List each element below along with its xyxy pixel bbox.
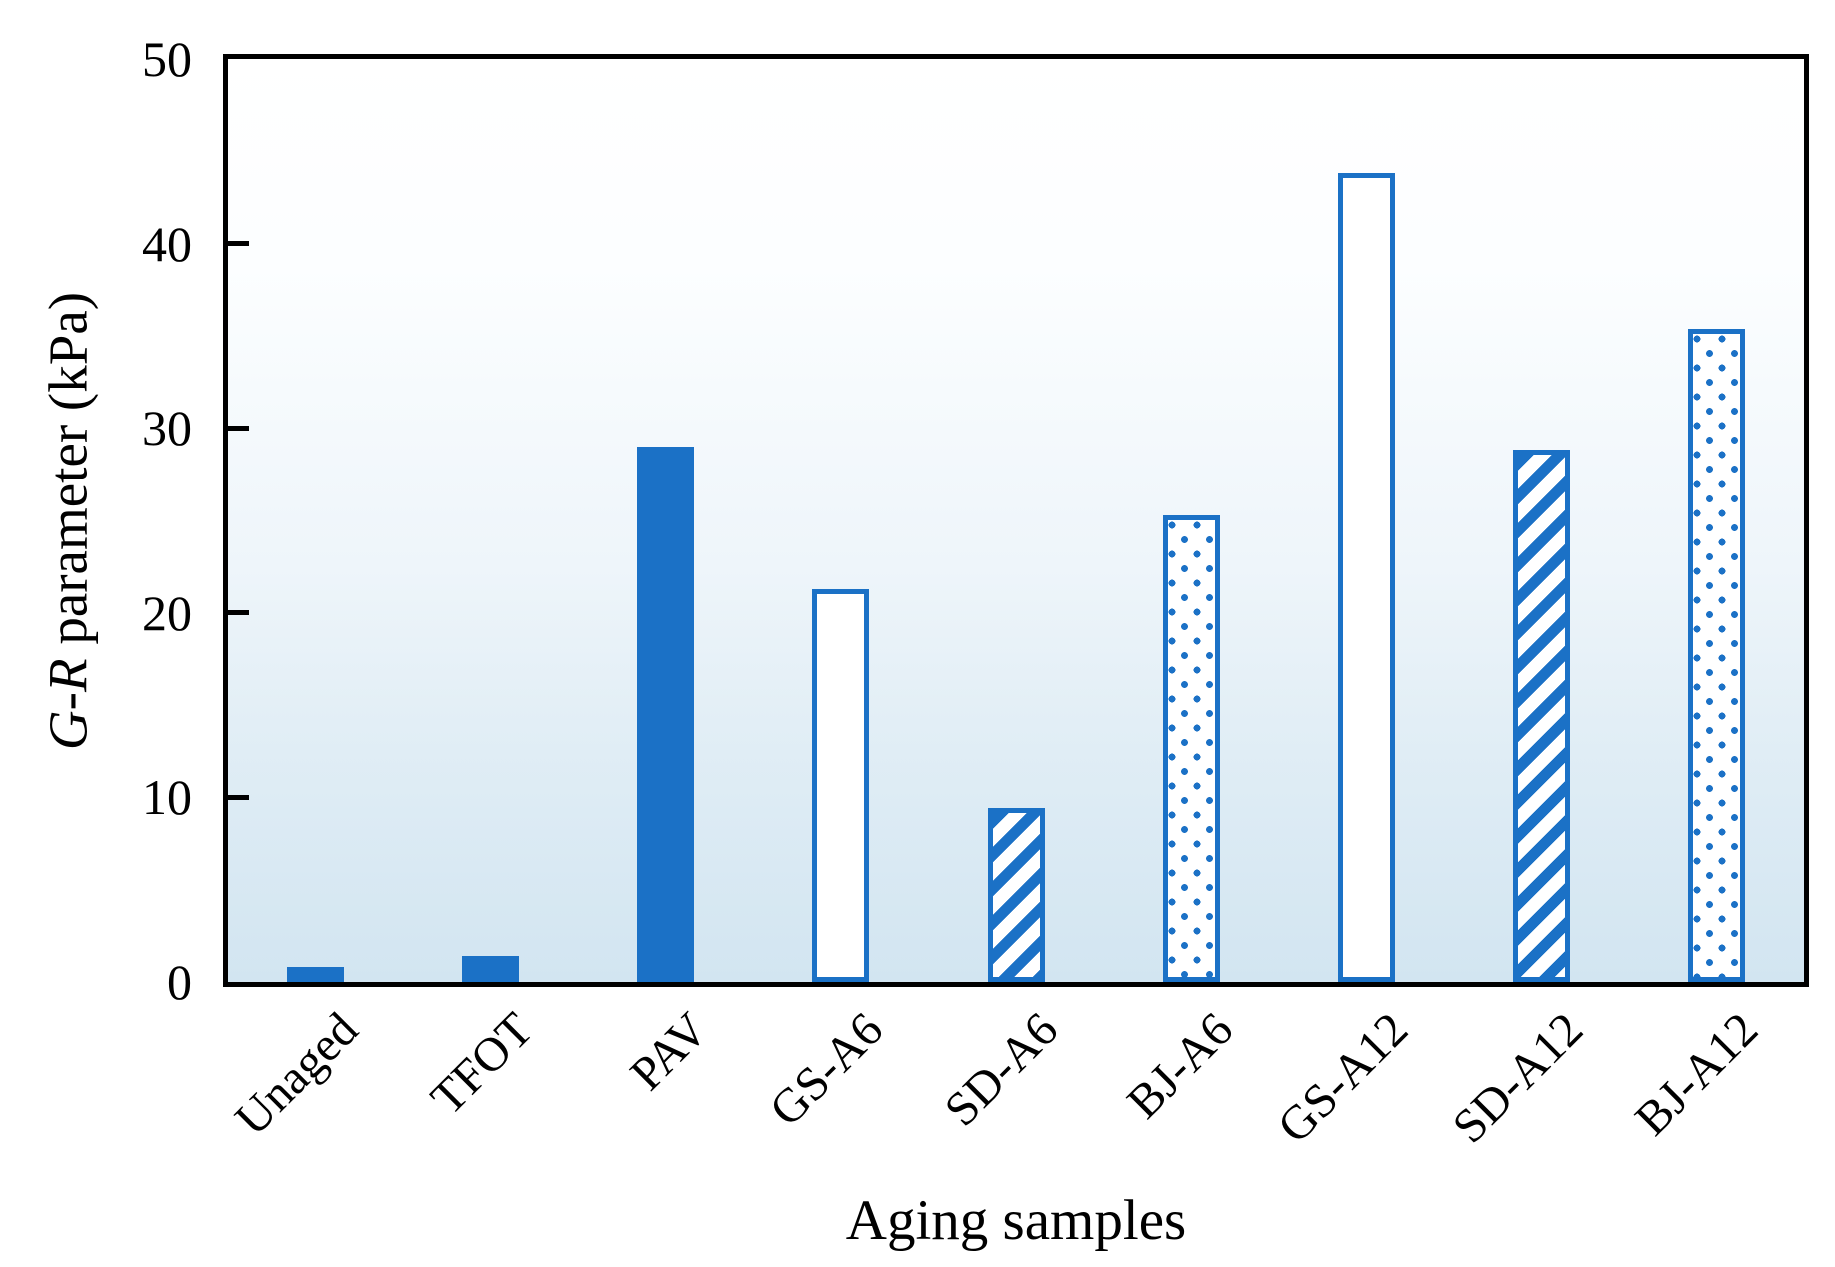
y-tick-mark-40 (228, 241, 249, 247)
y-tick-label-20: 20 (142, 584, 192, 641)
bar-sd-a12 (1512, 450, 1570, 982)
y-tick-label-50: 50 (142, 31, 192, 87)
bar-unaged (287, 967, 345, 982)
y-tick-label-40: 40 (142, 215, 192, 272)
x-tick-label-sd-a12: SD-A12 (1442, 1002, 1594, 1154)
bar-pav (637, 447, 695, 982)
x-tick-label-bj-a6: BJ-A6 (1117, 1002, 1244, 1129)
y-tick-mark-20 (228, 610, 249, 616)
x-tick-label-bj-a12: BJ-A12 (1625, 1002, 1769, 1146)
x-tick-label-unaged: Unaged (224, 1002, 368, 1146)
y-tick-label-0: 0 (167, 954, 192, 1010)
x-tick-label-gs-a6: GS-A6 (759, 1002, 894, 1137)
bar-sd-a6 (987, 808, 1045, 982)
x-tick-label-sd-a6: SD-A6 (934, 1002, 1069, 1137)
x-tick-label-pav: PAV (620, 1002, 718, 1101)
plot-area (223, 54, 1809, 987)
y-tick-label-30: 30 (142, 400, 192, 457)
bar-gs-a12 (1337, 173, 1395, 982)
x-axis-title: Aging samples (845, 1189, 1187, 1252)
bar-gs-a6 (812, 589, 870, 982)
bar-bj-a12 (1687, 329, 1745, 982)
x-tick-label-gs-a12: GS-A12 (1267, 1002, 1419, 1154)
y-tick-mark-30 (228, 425, 249, 431)
y-tick-mark-10 (228, 794, 249, 800)
y-tick-label-10: 10 (142, 769, 192, 826)
bar-tfot (462, 956, 520, 982)
bar-bj-a6 (1162, 515, 1220, 982)
y-axis-title: G-R parameter (kPa) (37, 292, 100, 750)
y-axis-title-italic-part: G-R (37, 658, 99, 751)
x-tick-label-tfot: TFOT (420, 1002, 543, 1126)
